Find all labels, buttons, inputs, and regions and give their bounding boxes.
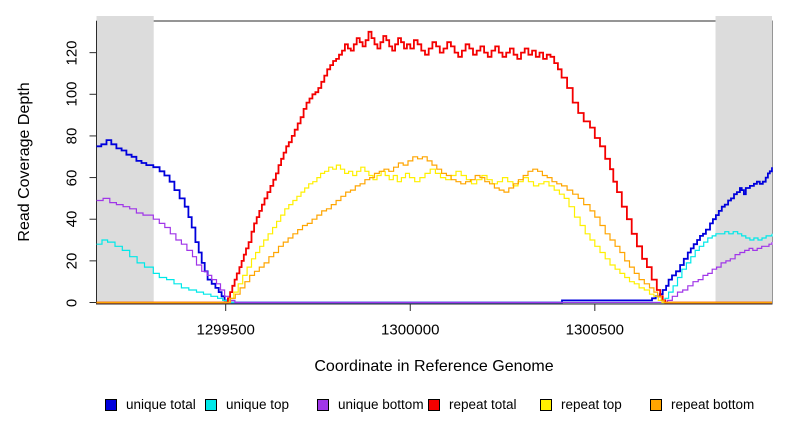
series-repeat-top (96, 164, 772, 304)
legend-swatch (317, 399, 329, 411)
x-tick-label: 1300500 (565, 321, 625, 339)
shaded-region (96, 16, 154, 304)
plot-border (96, 20, 773, 305)
legend-item-unique-top: unique top (205, 398, 289, 412)
legend-item-unique-total: unique total (105, 398, 196, 412)
series-repeat-bottom (96, 156, 772, 304)
legend-swatch (428, 399, 440, 411)
legend-swatch (540, 399, 552, 411)
series-repeat-total (96, 30, 772, 304)
legend: unique total unique top unique bottom repea… (0, 397, 792, 427)
y-tick-label: 60 (63, 169, 81, 186)
y-axis-title: Read Coverage Depth (16, 82, 33, 242)
legend-label: repeat top (561, 397, 622, 412)
x-tick-label: 1299500 (196, 321, 255, 339)
legend-label: repeat bottom (671, 397, 755, 412)
y-tick-label: 100 (63, 81, 81, 107)
x-axis-title: Coordinate in Reference Genome (314, 358, 554, 375)
x-tick-label: 1300000 (381, 321, 440, 339)
y-tick-label: 80 (63, 127, 81, 145)
y-tick-label: 120 (63, 40, 81, 66)
legend-item-repeat-top: repeat top (540, 398, 622, 412)
legend-swatch (650, 399, 662, 411)
legend-item-unique-bottom: unique bottom (317, 398, 424, 412)
legend-swatch (105, 399, 117, 411)
legend-label: unique bottom (338, 397, 424, 412)
shaded-region (715, 16, 772, 304)
y-tick-label: 0 (63, 298, 81, 307)
series-unique-bottom (96, 197, 773, 304)
series-unique-top (96, 231, 773, 304)
legend-item-repeat-bottom: repeat bottom (650, 398, 754, 412)
series-unique-total (96, 139, 773, 304)
legend-label: unique total (126, 397, 196, 412)
y-tick-label: 40 (63, 210, 81, 228)
legend-label: repeat total (449, 397, 517, 412)
legend-label: unique top (226, 397, 290, 412)
y-tick-label: 20 (63, 252, 81, 270)
legend-item-repeat-total: repeat total (428, 398, 517, 412)
legend-swatch (205, 399, 217, 411)
